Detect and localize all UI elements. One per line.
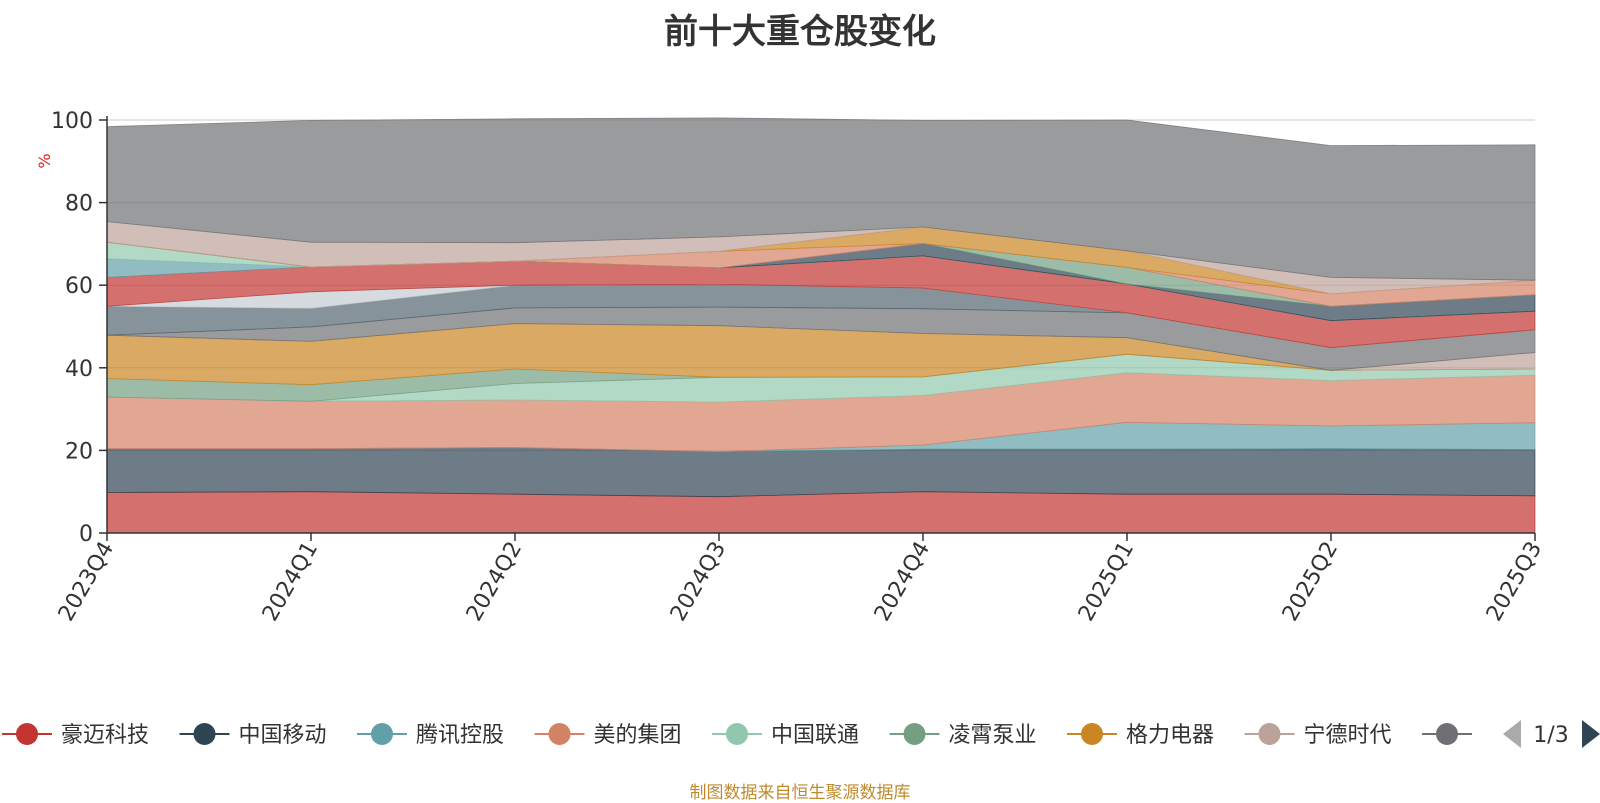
y-tick-label: 0 [79,522,93,547]
x-tick-label: 2024Q4 [870,538,935,626]
legend-label: 中国移动 [239,723,327,748]
x-tick-label: 2025Q1 [1074,538,1139,626]
legend-label: 格力电器 [1126,723,1214,748]
area-豪迈科技 [106,491,1536,534]
legend-item[interactable]: 中国联通 [712,723,859,748]
legend-marker [548,723,571,745]
x-tick-label: 2023Q4 [54,538,119,626]
legend-marker [1258,723,1281,745]
y-axis-label: % [35,153,54,168]
y-tick-label: 40 [65,357,93,382]
chart-title: 前十大重仓股变化 [664,12,936,52]
y-tick-label: 100 [51,109,93,134]
x-tick-label: 2025Q3 [1482,538,1547,626]
legend-label: 豪迈科技 [61,723,149,748]
legend-item[interactable]: 药明康德 [1422,723,1569,748]
legend-label: 美的集团 [594,723,682,748]
legend-page-indicator: 1/3 [1533,723,1568,748]
legend-item[interactable]: 美的集团 [534,723,682,748]
legend-item[interactable]: 格力电器 [1067,723,1214,748]
y-tick-label: 80 [65,192,93,217]
legend-next-icon[interactable] [1582,720,1600,748]
legend-label: 腾讯控股 [416,723,504,748]
area-series [106,117,1536,534]
legend-item[interactable]: 宁德时代 [1244,723,1392,748]
legend-item[interactable]: 腾讯控股 [357,723,504,748]
legend-prev-icon[interactable] [1503,720,1521,748]
legend-marker [1081,723,1103,745]
legend-label: 凌霄泵业 [949,723,1037,748]
x-tick-label: 2024Q2 [462,538,527,626]
legend-marker [371,723,393,745]
area-贵州茅台 [106,117,1536,281]
legend-label: 中国联通 [771,723,859,748]
legend-label: 宁德时代 [1304,723,1392,748]
x-tick-label: 2024Q3 [666,538,731,626]
legend-item[interactable]: 豪迈科技 [2,723,149,748]
legend-label: 药明康德 [1481,723,1569,748]
legend-item[interactable]: 中国移动 [179,723,327,748]
source-note: 制图数据来自恒生聚源数据库 [689,783,911,803]
legend-marker [193,723,216,745]
legend-marker [726,723,748,745]
legend-item[interactable]: 凌霄泵业 [889,723,1037,748]
legend-marker [1436,723,1458,745]
x-tick-label: 2025Q2 [1278,538,1343,626]
y-tick-label: 20 [65,439,93,464]
y-tick-label: 60 [65,274,93,299]
area-中国移动 [106,447,1536,498]
legend-items: 豪迈科技 中国移动 腾讯控股 美的集团 中国联通 凌霄泵业 格力电器 宁德时代 药明康德 [2,723,1569,748]
legend-marker [903,723,926,745]
x-tick-label: 2024Q1 [258,538,323,626]
legend-marker [16,723,38,745]
